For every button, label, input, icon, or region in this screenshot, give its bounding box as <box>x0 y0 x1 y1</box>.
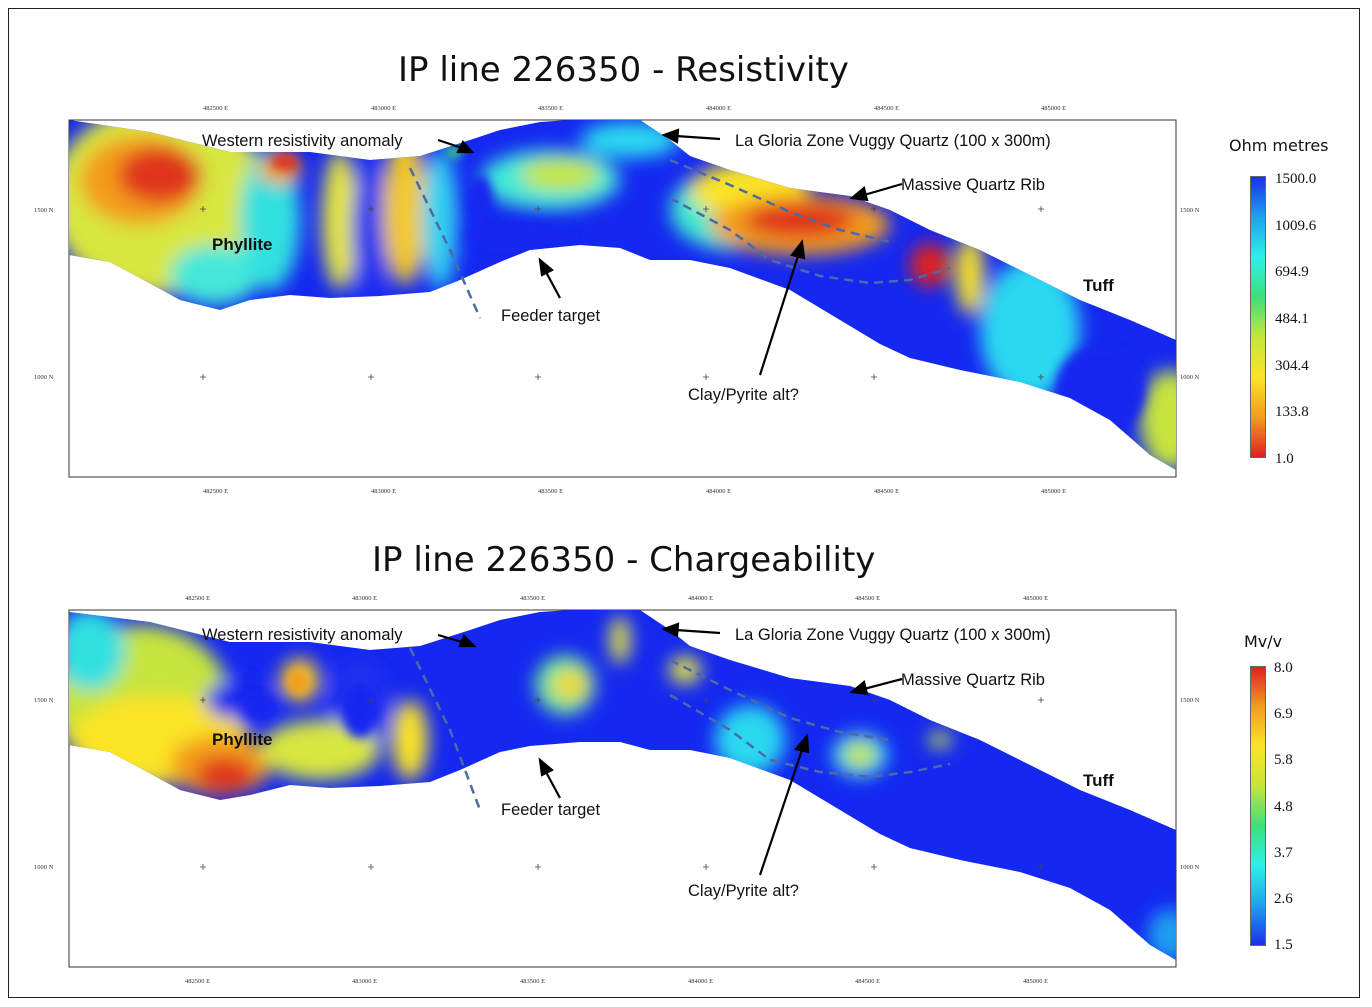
tuff-label: Tuff <box>1083 276 1114 295</box>
phyllite-label: Phyllite <box>212 730 272 749</box>
la-gloria-label: La Gloria Zone Vuggy Quartz (100 x 300m) <box>735 132 1051 150</box>
resistivity-colorbar <box>1250 176 1266 458</box>
easting-tick-bottom: 484000 E <box>706 488 731 495</box>
easting-tick-bottom: 483000 E <box>352 978 377 985</box>
legend-label: 3.7 <box>1274 845 1293 861</box>
chargeability-legend-title: Mv/v <box>1244 632 1283 651</box>
easting-tick-top: 483000 E <box>352 595 377 602</box>
northing-tick-left: 1500 N <box>34 697 54 704</box>
chargeability-legend: Mv/v 8.0 6.9 5.8 4.8 3.7 2.6 1.5 <box>1232 630 1332 970</box>
western-anomaly-label: Western resistivity anomaly <box>202 626 403 644</box>
annotation-arrows <box>437 622 903 876</box>
chargeability-title: IP line 226350 - Chargeability <box>372 540 876 580</box>
legend-label: 5.8 <box>1274 752 1293 768</box>
legend-label: 1500.0 <box>1275 171 1317 187</box>
easting-tick-top: 485000 E <box>1041 105 1066 112</box>
clay-pyrite-label: Clay/Pyrite alt? <box>688 386 799 404</box>
easting-tick-top: 483000 E <box>371 105 396 112</box>
massive-quartz-label: Massive Quartz Rib <box>901 671 1045 689</box>
northing-tick-right: 1000 N <box>1180 374 1200 381</box>
easting-tick-bottom: 483500 E <box>538 488 563 495</box>
legend-label: 8.0 <box>1274 660 1293 676</box>
resistivity-axis-ticks: 482500 E 483000 E 483500 E 484000 E 4845… <box>34 105 1200 495</box>
clay-pyrite-label: Clay/Pyrite alt? <box>688 882 799 900</box>
legend-label: 484.1 <box>1275 311 1309 327</box>
resistivity-legend: Ohm metres 1500.0 1009.6 694.9 484.1 304… <box>1225 134 1335 474</box>
northing-tick-right: 1500 N <box>1180 697 1200 704</box>
legend-label: 6.9 <box>1274 706 1293 722</box>
easting-tick-top: 482500 E <box>203 105 228 112</box>
easting-tick-top: 483500 E <box>520 595 545 602</box>
easting-tick-bottom: 484500 E <box>874 488 899 495</box>
easting-tick-top: 484000 E <box>706 105 731 112</box>
chargeability-axis-ticks: 482500 E 483000 E 483500 E 484000 E 4845… <box>34 595 1200 985</box>
tuff-label: Tuff <box>1083 771 1114 790</box>
easting-tick-top: 482500 E <box>185 595 210 602</box>
easting-tick-bottom: 482500 E <box>203 488 228 495</box>
phyllite-label: Phyllite <box>212 235 272 254</box>
easting-tick-bottom: 482500 E <box>185 978 210 985</box>
easting-tick-bottom: 485000 E <box>1023 978 1048 985</box>
chargeability-section-plot: 482500 E 483000 E 483500 E 484000 E 4845… <box>30 590 1210 990</box>
legend-label: 4.8 <box>1274 799 1293 815</box>
easting-tick-bottom: 484500 E <box>855 978 880 985</box>
chargeability-colorbar <box>1250 666 1266 946</box>
resistivity-section-plot: 482500 E 483000 E 483500 E 484000 E 4845… <box>30 100 1210 505</box>
easting-tick-top: 484500 E <box>855 595 880 602</box>
western-anomaly-label: Western resistivity anomaly <box>202 132 403 150</box>
grid-crosses <box>200 697 1044 870</box>
easting-tick-top: 484000 E <box>688 595 713 602</box>
interpretation-dashed-lines <box>408 647 951 811</box>
easting-tick-bottom: 484000 E <box>688 978 713 985</box>
legend-label: 1009.6 <box>1275 218 1317 234</box>
resistivity-legend-title: Ohm metres <box>1229 136 1329 155</box>
legend-label: 1.5 <box>1274 937 1293 953</box>
northing-tick-right: 1000 N <box>1180 864 1200 871</box>
grid-crosses <box>200 206 1044 380</box>
northing-tick-left: 1000 N <box>34 374 54 381</box>
easting-tick-bottom: 483000 E <box>371 488 396 495</box>
interpretation-dashed-lines <box>408 158 951 319</box>
easting-tick-bottom: 483500 E <box>520 978 545 985</box>
legend-label: 304.4 <box>1275 358 1309 374</box>
easting-tick-top: 483500 E <box>538 105 563 112</box>
legend-label: 694.9 <box>1275 264 1309 280</box>
northing-tick-left: 1000 N <box>34 864 54 871</box>
annotation-arrows <box>437 128 903 376</box>
northing-tick-right: 1500 N <box>1180 207 1200 214</box>
massive-quartz-label: Massive Quartz Rib <box>901 176 1045 194</box>
easting-tick-bottom: 485000 E <box>1041 488 1066 495</box>
legend-label: 2.6 <box>1274 891 1293 907</box>
easting-tick-top: 484500 E <box>874 105 899 112</box>
resistivity-title: IP line 226350 - Resistivity <box>398 50 849 90</box>
northing-tick-left: 1500 N <box>34 207 54 214</box>
feeder-target-label: Feeder target <box>501 801 600 819</box>
feeder-target-label: Feeder target <box>501 307 600 325</box>
legend-label: 133.8 <box>1275 404 1309 420</box>
easting-tick-top: 485000 E <box>1023 595 1048 602</box>
legend-label: 1.0 <box>1275 451 1294 467</box>
la-gloria-label: La Gloria Zone Vuggy Quartz (100 x 300m) <box>735 626 1051 644</box>
